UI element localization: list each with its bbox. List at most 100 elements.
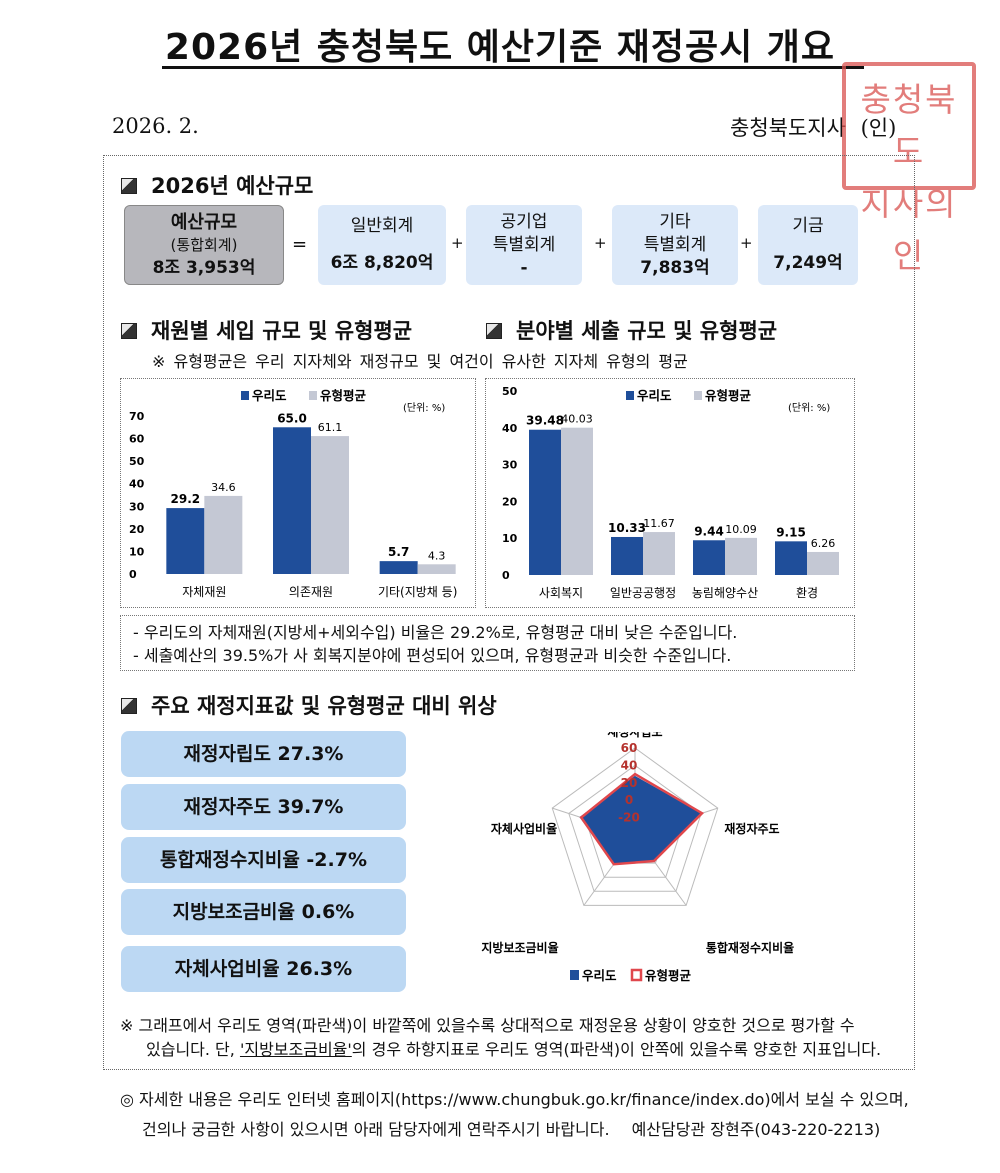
legend-swatch	[694, 391, 702, 400]
legend-swatch	[626, 391, 634, 400]
issuer-seal-mark: (인)	[860, 116, 897, 140]
public-enterprise-label: 공기업 특별회계	[492, 211, 556, 255]
category-label: 농림해양수산	[692, 586, 758, 600]
bar-our-province	[379, 561, 418, 574]
y-tick-label: 0	[502, 569, 510, 582]
revenue-chart-frame: 0 10 20 30 40 50 60 70 자체재원 29.2 34.6 의존재원 65.0 61.1 기…	[120, 378, 476, 608]
y-tick-label: 30	[502, 459, 518, 472]
data-label: 10.09	[725, 523, 757, 536]
equals-operator: =	[292, 234, 308, 255]
y-tick-label: 50	[502, 385, 518, 398]
subsidy-indicator-highlight: '지방보조금비율'	[239, 1040, 352, 1059]
indicator-section-title: 주요 재정지표값 및 유형평균 대비 위상	[121, 690, 497, 720]
y-tick-label: 20	[129, 523, 145, 536]
y-tick-label: 30	[129, 500, 145, 513]
public-enterprise-value: -	[520, 257, 528, 278]
issuer: 충청북도지사 (인)	[730, 112, 896, 142]
bar-our-province	[273, 427, 311, 574]
analysis-note: - 우리도의 자체재원(지방세+세외수입) 비율은 29.2%로, 유형평균 대…	[133, 623, 738, 642]
radar-area-our-province	[579, 775, 702, 865]
y-tick-label: 40	[129, 478, 145, 491]
seal-text: 충청북도 지사의인	[860, 80, 958, 275]
content-frame	[103, 155, 915, 1070]
radar-axis-label: 재정자주도	[724, 821, 779, 836]
data-label: 9.44	[694, 524, 724, 538]
data-label: 5.7	[388, 545, 409, 559]
footer: ◎ 자세한 내용은 우리도 인터넷 홈페이지(https://www.chung…	[120, 1085, 920, 1145]
radar-scale-label: 60	[621, 741, 638, 755]
footer-line: ◎ 자세한 내용은 우리도 인터넷 홈페이지(https://www.chung…	[120, 1090, 909, 1109]
bar-type-average	[417, 564, 456, 574]
category-label: 의존재원	[289, 585, 333, 599]
footer-line: 건의나 궁금한 사항이 있으시면 아래 담당자에게 연락주시기 바랍니다. 예산담…	[142, 1120, 881, 1139]
bar-our-province	[611, 536, 643, 575]
square-bullet-icon	[486, 323, 502, 339]
radar-line-type-average	[579, 772, 705, 866]
radar-axis-label: 지방보조금비율	[481, 940, 558, 955]
bar-type-average	[561, 427, 593, 575]
data-label: 11.67	[643, 517, 675, 530]
legend-label: 유형평균	[320, 388, 367, 403]
expense-chart-frame: 0 10 20 30 40 50 사회복지 39.48 40.03 일반공공행정 10.33 11.6…	[485, 378, 855, 608]
y-tick-label: 50	[129, 455, 145, 468]
title-underline	[162, 66, 864, 69]
category-label: 사회복지	[539, 586, 583, 600]
plus-operator: +	[451, 234, 464, 252]
legend-swatch	[309, 391, 317, 400]
data-label: 10.33	[608, 521, 646, 535]
bar-our-province	[693, 540, 725, 575]
indicator-subsidy-ratio: 지방보조금비율 0.6%	[121, 889, 406, 935]
page-title: 2026년 충청북도 예산기준 재정공시 개요	[164, 27, 836, 68]
indicator-fiscal-autonomy: 재정자주도 39.7%	[121, 784, 406, 830]
radar-grid-ring	[551, 747, 719, 906]
budget-total-sub: (통합회계)	[170, 235, 238, 254]
expense-section-title: 분야별 세출 규모 및 유형평균	[486, 315, 777, 345]
bar-type-average	[725, 537, 757, 575]
indicator-fiscal-balance: 통합재정수지비율 -2.7%	[121, 837, 406, 883]
category-label: 환경	[796, 586, 818, 600]
general-account-label: 일반회계	[350, 216, 414, 236]
other-special-account-box: 기타 특별회계 7,883억	[612, 205, 738, 285]
plus-operator: +	[740, 234, 753, 252]
legend-label: 유형평균	[705, 388, 752, 403]
other-special-label: 기타 특별회계	[643, 211, 707, 255]
revenue-section-title: 재원별 세입 규모 및 유형평균	[121, 315, 412, 345]
graph-note-line: ※ 그래프에서 우리도 영역(파란색)이 바깥쪽에 있을수록 상대적으로 재정운…	[120, 1016, 855, 1035]
data-label: 39.48	[526, 414, 564, 428]
general-account-box: 일반회계 6조 8,820억	[318, 205, 446, 285]
legend-label: 우리도	[637, 388, 672, 403]
contact-info: 예산담당관 장현주(043-220-2213)	[631, 1120, 881, 1139]
legend-label: 유형평균	[645, 968, 692, 983]
revenue-bar-chart: 0 10 20 30 40 50 60 70 자체재원 29.2 34.6 의존재원 65.0 61.1 기…	[129, 388, 457, 599]
general-account-value: 6조 8,820억	[330, 253, 434, 273]
fund-value: 7,249억	[773, 253, 843, 273]
plus-operator: +	[594, 234, 607, 252]
other-special-value: 7,883억	[640, 257, 710, 278]
legend-swatch	[570, 970, 579, 980]
data-label: 29.2	[171, 492, 201, 506]
issuer-name: 충청북도지사	[730, 116, 846, 140]
indicator-own-project-ratio: 자체사업비율 26.3%	[121, 946, 406, 992]
legend-label: 우리도	[252, 388, 287, 403]
bar-type-average	[204, 495, 243, 574]
square-bullet-icon	[121, 698, 137, 714]
fund-label: 기금	[792, 216, 824, 236]
analysis-notes-box: - 우리도의 자체재원(지방세+세외수입) 비율은 29.2%로, 유형평균 대…	[120, 615, 855, 671]
legend-swatch	[241, 391, 249, 400]
category-label: 자체재원	[182, 585, 226, 599]
radar-scale-label: 40	[621, 758, 638, 772]
budget-total-label: 예산규모	[170, 211, 238, 233]
category-label: 기타(지방채 등)	[378, 585, 457, 599]
publish-date: 2026. 2.	[112, 114, 199, 138]
y-tick-label: 60	[129, 433, 145, 446]
y-tick-label: 40	[502, 422, 518, 435]
type-average-note: ※ 유형평균은 우리 지자체와 재정규모 및 여건이 유사한 지자체 유형의 평…	[152, 352, 688, 371]
public-enterprise-account-box: 공기업 특별회계 -	[466, 205, 582, 285]
bar-type-average	[643, 532, 675, 575]
y-tick-label: 0	[129, 568, 137, 581]
data-label: 65.0	[277, 411, 307, 425]
graph-note-line: 있습니다. 단, '지방보조금비율'의 경우 하향지표로 우리도 영역(파란색)…	[146, 1040, 882, 1059]
y-tick-label: 20	[502, 495, 518, 508]
radar-scale-label: 0	[625, 793, 633, 807]
fund-box: 기금 7,249억	[758, 205, 858, 285]
